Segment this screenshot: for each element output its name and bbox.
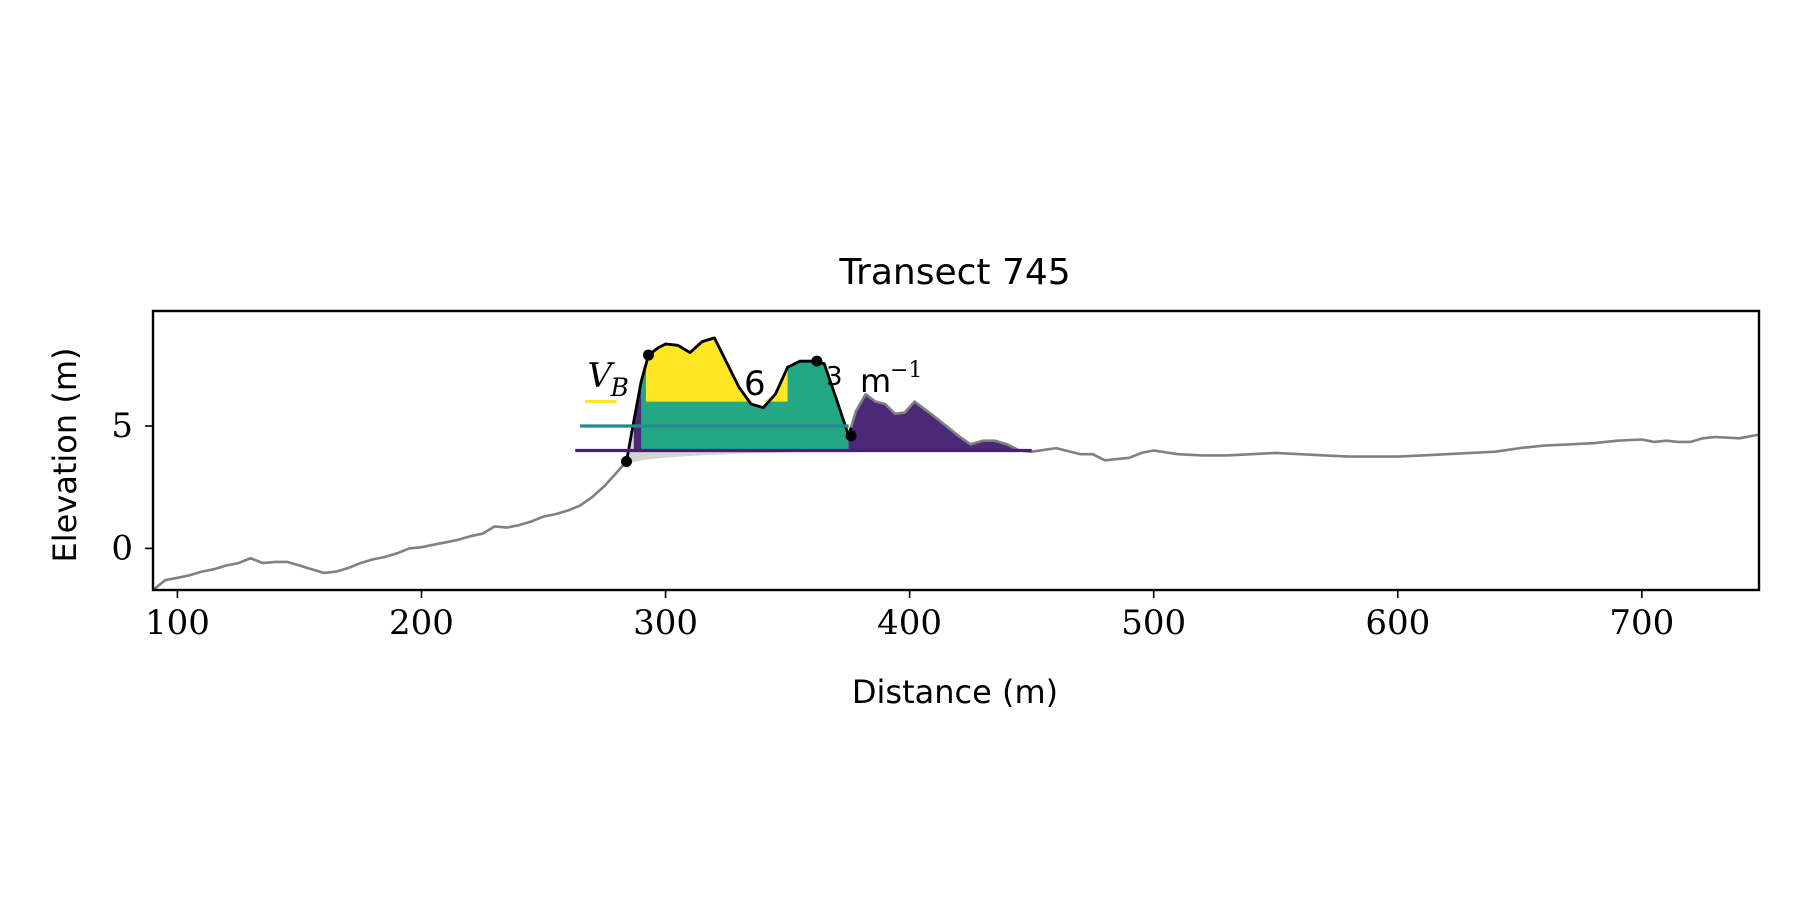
x-axis: 100 200 300 400 500 600 700 [145,590,1674,643]
x-tick-label: 300 [633,603,698,643]
profile-line [153,336,1759,590]
layer-upper-fill [646,337,788,402]
y-tick-label: 0 [111,528,133,568]
plot-frame [151,309,1761,592]
y-axis-label: Elevation (m) [46,348,84,563]
x-tick-label: 400 [877,603,942,643]
dune-marker-4 [845,430,857,442]
annotation-unit-exponent: −1 [890,358,922,383]
annotation-subscript: B [609,373,628,402]
dune-marker-1 [621,456,633,468]
x-tick-label: 700 [1609,603,1674,643]
annotation-unit: m [860,362,891,400]
annotation-value-fragment-2: 3 [826,362,843,392]
x-tick-label: 600 [1365,603,1430,643]
y-axis: 05 [111,406,153,568]
chart-title: Transect 745 [838,252,1070,293]
annotation: VB 6 3 m−1 [587,356,922,404]
y-tick-label: 5 [111,406,133,446]
dune-marker-3 [811,355,823,367]
x-tick-label: 500 [1121,603,1186,643]
annotation-value-fragment: 6 [744,364,766,404]
plot-area [153,336,1759,590]
x-tick-label: 200 [389,603,454,643]
x-axis-label: Distance (m) [852,673,1058,711]
annotation-v: V [587,356,615,396]
dune-marker-2 [642,349,654,361]
x-tick-label: 100 [145,603,210,643]
